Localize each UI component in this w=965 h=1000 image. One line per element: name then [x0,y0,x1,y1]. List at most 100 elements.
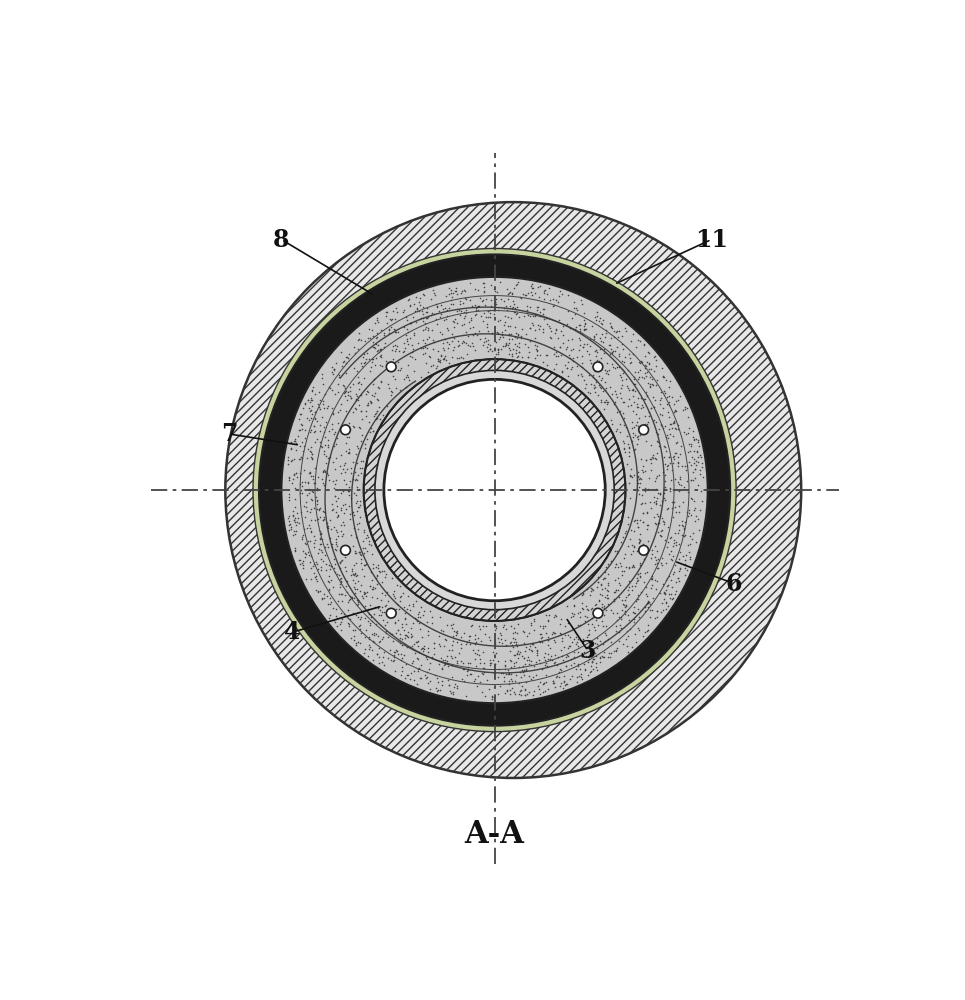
Point [553,675,568,691]
Point [633,451,648,467]
Point [593,310,608,326]
Point [417,335,432,351]
Point [399,379,414,395]
Point [418,670,433,686]
Point [653,523,669,539]
Point [685,525,701,541]
Point [671,474,686,490]
Point [346,628,362,644]
Point [627,427,643,443]
Point [450,303,465,319]
Point [357,598,372,614]
Point [351,325,367,341]
Point [400,624,416,640]
Point [347,568,363,584]
Point [621,391,637,407]
Point [374,574,390,590]
Point [397,611,412,627]
Point [334,574,349,590]
Point [431,309,447,325]
Point [442,642,457,658]
Point [340,384,355,400]
Point [338,384,353,400]
Point [316,393,331,409]
Point [493,627,509,643]
Point [511,309,527,325]
Point [410,638,426,654]
Point [542,329,558,345]
Point [394,631,409,647]
Point [667,448,682,464]
Point [342,444,357,460]
Point [302,403,317,419]
Point [407,645,423,661]
Point [552,664,567,680]
Point [344,589,359,605]
Point [538,655,554,671]
Point [629,399,645,415]
Point [305,446,320,462]
Point [686,431,702,447]
Point [532,321,547,337]
Point [618,599,633,615]
Point [288,514,303,530]
Point [377,335,393,351]
Point [631,534,647,550]
Point [528,337,543,353]
Point [625,604,641,620]
Point [600,575,616,591]
Point [637,365,652,381]
Point [344,490,359,506]
Point [370,343,385,359]
Point [620,638,635,654]
Point [608,584,623,600]
Point [446,319,461,335]
Point [657,418,673,434]
Point [450,680,465,696]
Point [359,530,374,546]
Point [565,310,580,326]
Point [658,572,674,588]
Point [483,298,499,314]
Point [299,410,315,426]
Point [660,404,676,420]
Point [517,336,533,352]
Point [510,276,525,292]
Point [343,390,358,406]
Point [538,625,554,641]
Point [367,408,382,424]
Point [643,602,658,618]
Point [293,449,309,465]
Point [506,293,521,309]
Point [388,300,403,316]
Point [384,311,400,327]
Point [400,292,416,308]
Point [317,509,332,525]
Point [516,308,532,324]
Point [348,607,364,623]
Point [619,623,634,639]
Point [624,582,640,598]
Point [555,633,570,649]
Point [513,349,529,365]
Point [371,337,386,353]
Point [449,286,464,302]
Point [647,509,662,525]
Point [673,560,688,576]
Point [655,368,671,384]
Point [652,527,668,543]
Point [616,433,631,449]
Point [526,308,541,324]
Point [324,502,340,518]
Point [682,549,698,565]
Point [620,587,636,603]
Point [293,416,309,432]
Point [337,517,352,533]
Point [599,394,615,410]
Point [636,505,651,521]
Point [672,504,687,520]
Point [284,452,299,468]
Point [648,556,663,572]
Point [282,513,297,529]
Point [666,590,681,606]
